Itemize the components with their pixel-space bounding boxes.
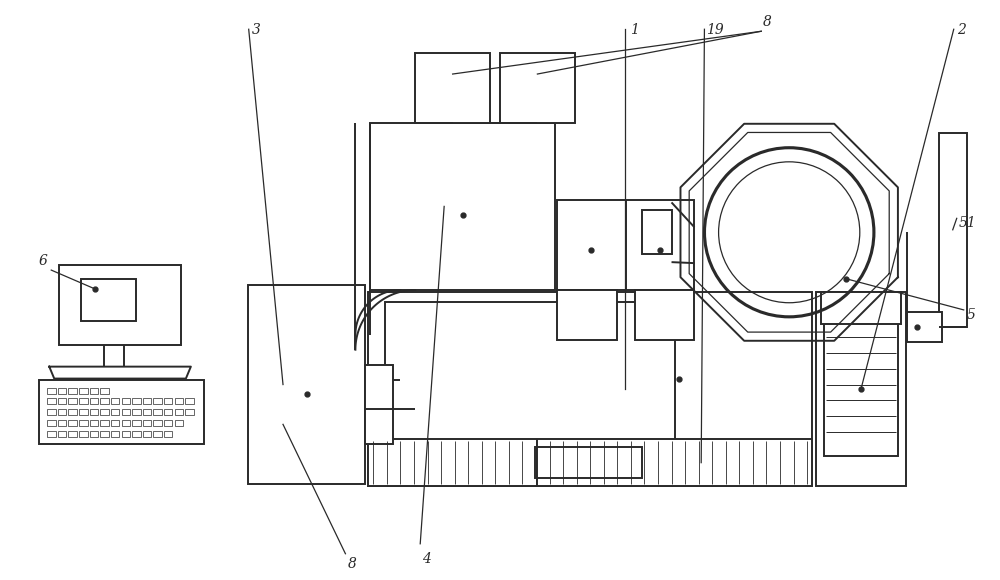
Bar bbox=[122, 409, 130, 415]
Bar bbox=[164, 398, 172, 404]
Bar bbox=[58, 420, 66, 426]
Bar bbox=[143, 409, 151, 415]
Bar bbox=[132, 398, 141, 404]
Bar bbox=[642, 211, 672, 254]
Bar bbox=[175, 409, 183, 415]
Bar bbox=[47, 409, 56, 415]
Bar bbox=[122, 432, 130, 437]
Bar bbox=[821, 292, 901, 324]
Bar bbox=[132, 420, 141, 426]
Bar bbox=[68, 387, 77, 393]
Text: 8: 8 bbox=[763, 15, 772, 29]
Bar bbox=[100, 420, 109, 426]
Bar bbox=[175, 420, 183, 426]
Bar bbox=[143, 432, 151, 437]
Bar bbox=[111, 432, 119, 437]
Bar bbox=[939, 133, 967, 327]
Bar bbox=[68, 409, 77, 415]
Bar bbox=[47, 398, 56, 404]
Bar bbox=[368, 292, 812, 486]
Bar bbox=[90, 432, 98, 437]
Text: 51: 51 bbox=[959, 216, 976, 230]
Bar bbox=[175, 398, 183, 404]
Bar bbox=[500, 53, 575, 123]
Bar bbox=[132, 409, 141, 415]
Bar bbox=[68, 420, 77, 426]
Bar bbox=[122, 420, 130, 426]
Bar bbox=[132, 432, 141, 437]
Polygon shape bbox=[49, 367, 191, 379]
Bar bbox=[185, 409, 194, 415]
Bar bbox=[153, 432, 162, 437]
Text: 6: 6 bbox=[38, 254, 47, 268]
Bar bbox=[365, 365, 393, 444]
Bar bbox=[368, 439, 812, 486]
Bar bbox=[68, 432, 77, 437]
Bar bbox=[248, 285, 365, 484]
Bar bbox=[415, 53, 490, 123]
Bar bbox=[68, 398, 77, 404]
Bar bbox=[58, 432, 66, 437]
Bar bbox=[79, 420, 88, 426]
Bar bbox=[47, 420, 56, 426]
Bar bbox=[164, 409, 172, 415]
Bar bbox=[90, 398, 98, 404]
Bar bbox=[153, 409, 162, 415]
Bar bbox=[535, 447, 642, 478]
Bar bbox=[143, 398, 151, 404]
Bar bbox=[143, 420, 151, 426]
Bar bbox=[90, 387, 98, 393]
Bar bbox=[907, 312, 942, 342]
Bar bbox=[90, 420, 98, 426]
Bar bbox=[185, 398, 194, 404]
Bar bbox=[100, 387, 109, 393]
Bar bbox=[79, 387, 88, 393]
Bar bbox=[81, 279, 136, 321]
Bar bbox=[635, 290, 694, 340]
Bar bbox=[153, 420, 162, 426]
Bar bbox=[122, 398, 130, 404]
Bar bbox=[47, 432, 56, 437]
Text: 2: 2 bbox=[957, 23, 966, 37]
Bar bbox=[100, 409, 109, 415]
Bar bbox=[100, 432, 109, 437]
Bar bbox=[111, 420, 119, 426]
Text: 8: 8 bbox=[347, 557, 356, 571]
Text: 19: 19 bbox=[706, 23, 724, 37]
Bar bbox=[47, 387, 56, 393]
Bar bbox=[59, 265, 181, 345]
Text: 5: 5 bbox=[967, 308, 976, 322]
Bar bbox=[153, 398, 162, 404]
Bar bbox=[58, 387, 66, 393]
Bar bbox=[816, 292, 906, 486]
Bar bbox=[90, 409, 98, 415]
Bar bbox=[385, 302, 675, 441]
Bar bbox=[557, 201, 694, 290]
Bar bbox=[370, 123, 555, 290]
Bar bbox=[58, 409, 66, 415]
Bar bbox=[557, 290, 617, 340]
Bar bbox=[164, 420, 172, 426]
Bar bbox=[79, 379, 161, 389]
Bar bbox=[164, 432, 172, 437]
Bar bbox=[111, 409, 119, 415]
Text: 4: 4 bbox=[422, 552, 431, 565]
Bar bbox=[39, 379, 204, 444]
Bar bbox=[824, 322, 898, 456]
Bar bbox=[79, 409, 88, 415]
Bar bbox=[58, 398, 66, 404]
Bar bbox=[111, 398, 119, 404]
Text: 1: 1 bbox=[630, 23, 639, 37]
Bar bbox=[100, 398, 109, 404]
Bar bbox=[79, 432, 88, 437]
Text: 3: 3 bbox=[252, 23, 261, 37]
Bar bbox=[79, 398, 88, 404]
